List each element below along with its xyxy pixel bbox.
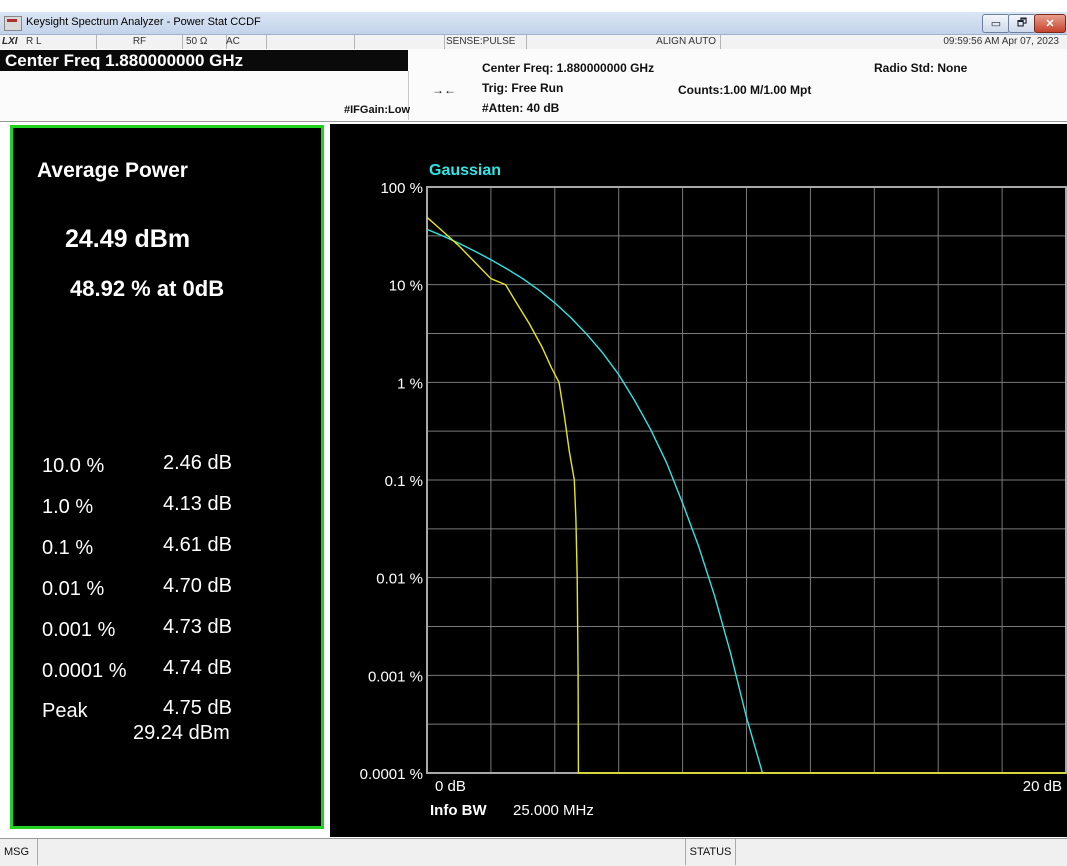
ccdf-row-label: 10.0 % xyxy=(42,455,105,477)
ccdf-graph: 100 % 10 % 1 % 0.1 % 0.01 % 0.001 % 0.0001 % Ga… xyxy=(330,124,1067,837)
y-tick-label: 0.0001 % xyxy=(360,766,423,783)
sense-indicator: SENSE:PULSE xyxy=(446,35,527,49)
status-spacer xyxy=(266,35,355,49)
x-start-label: 0 dB xyxy=(435,778,466,795)
instrument-status-strip: LXI R L RF 50 Ω AC SENSE:PULSE ALIGN AUT… xyxy=(0,35,1067,50)
status-label[interactable]: STATUS xyxy=(686,839,736,865)
trig-label: Trig: Free Run xyxy=(482,81,564,95)
message-bar: MSG STATUS xyxy=(0,838,1067,866)
series-line-0 xyxy=(426,228,764,774)
ccdf-row-value: 4.70 dB xyxy=(163,575,232,597)
status-spacer xyxy=(354,35,445,49)
impedance-indicator: 50 Ω xyxy=(186,35,227,49)
window-title-bar[interactable]: Keysight Spectrum Analyzer - Power Stat … xyxy=(0,12,1067,35)
y-tick-label: 0.001 % xyxy=(368,668,423,685)
radio-std-label: Radio Std: None xyxy=(874,61,968,75)
atten-label: #Atten: 40 dB xyxy=(482,101,560,115)
y-tick-label: 0.01 % xyxy=(376,571,423,588)
ccdf-row-value: 4.74 dB xyxy=(163,657,232,679)
ccdf-chart: 100 % 10 % 1 % 0.1 % 0.01 % 0.001 % 0.0001 % Ga… xyxy=(360,162,1067,819)
info-bw-value: 25.000 MHz xyxy=(513,802,594,819)
results-panel: Average Power 24.49 dBm 48.92 % at 0dB 1… xyxy=(10,125,324,829)
lxi-icon: LXI xyxy=(2,36,18,47)
info-bw-label: Info BW xyxy=(430,802,487,819)
rf-indicator: RF xyxy=(97,35,183,49)
ccdf-row-value: 2.46 dB xyxy=(163,452,232,474)
window-title: Keysight Spectrum Analyzer - Power Stat … xyxy=(26,16,261,28)
restore-button[interactable]: 🗗 xyxy=(1008,14,1036,33)
ccdf-row-label: 0.001 % xyxy=(42,619,116,641)
counts-label: Counts:1.00 M/1.00 Mpt xyxy=(678,83,812,97)
ccdf-row-value: 4.13 dB xyxy=(163,493,232,515)
center-freq-display[interactable]: Center Freq 1.880000000 GHz xyxy=(0,50,408,71)
rl-indicator: R L xyxy=(26,35,97,49)
app-icon xyxy=(4,16,22,31)
restore-icon: 🗗 xyxy=(1016,17,1028,29)
minimize-icon: ▭ xyxy=(990,18,1002,30)
status-area xyxy=(736,839,1067,865)
center-freq-label: Center Freq: 1.880000000 GHz xyxy=(482,61,655,75)
legend-gaussian: Gaussian xyxy=(429,162,501,179)
header-left-area xyxy=(0,71,409,120)
ccdf-row-value: 4.73 dB xyxy=(163,616,232,638)
y-tick-label: 1 % xyxy=(397,375,423,392)
panel-title: Average Power xyxy=(37,159,188,182)
ccdf-row-label: 0.0001 % xyxy=(42,660,127,682)
x-end-label: 20 dB xyxy=(1023,778,1062,795)
average-power-value: 24.49 dBm xyxy=(65,225,191,253)
y-tick-label: 0.1 % xyxy=(385,473,423,490)
y-tick-label: 10 % xyxy=(389,278,423,295)
peak-dbm-value: 29.24 dBm xyxy=(133,722,230,744)
message-area xyxy=(38,839,686,865)
ccdf-row-value: 4.61 dB xyxy=(163,534,232,556)
ifgain-label: #IFGain:Low xyxy=(344,104,410,116)
align-indicator: ALIGN AUTO xyxy=(526,35,721,49)
peak-db-value: 4.75 dB xyxy=(163,697,232,719)
ccdf-row-label: 0.1 % xyxy=(42,537,94,559)
trig-arrow-icon: →← xyxy=(432,83,456,97)
ccdf-row-label: 1.0 % xyxy=(42,496,94,518)
minimize-button[interactable]: ▭ xyxy=(982,14,1010,33)
series-line-1 xyxy=(426,216,1066,774)
ccdf-row-label: 0.01 % xyxy=(42,578,105,600)
measurement-header: Center Freq 1.880000000 GHz #IFGain:Low … xyxy=(0,49,1067,122)
datetime-readout: 09:59:56 AM Apr 07, 2023 xyxy=(943,36,1059,47)
close-button[interactable]: ✕ xyxy=(1034,14,1066,33)
peak-label: Peak xyxy=(42,700,88,722)
msg-label[interactable]: MSG xyxy=(0,839,38,865)
percent-at-0db: 48.92 % at 0dB xyxy=(70,276,225,301)
y-tick-label: 100 % xyxy=(380,180,423,197)
coupling-indicator: AC xyxy=(226,35,267,49)
close-icon: ✕ xyxy=(1045,18,1055,30)
